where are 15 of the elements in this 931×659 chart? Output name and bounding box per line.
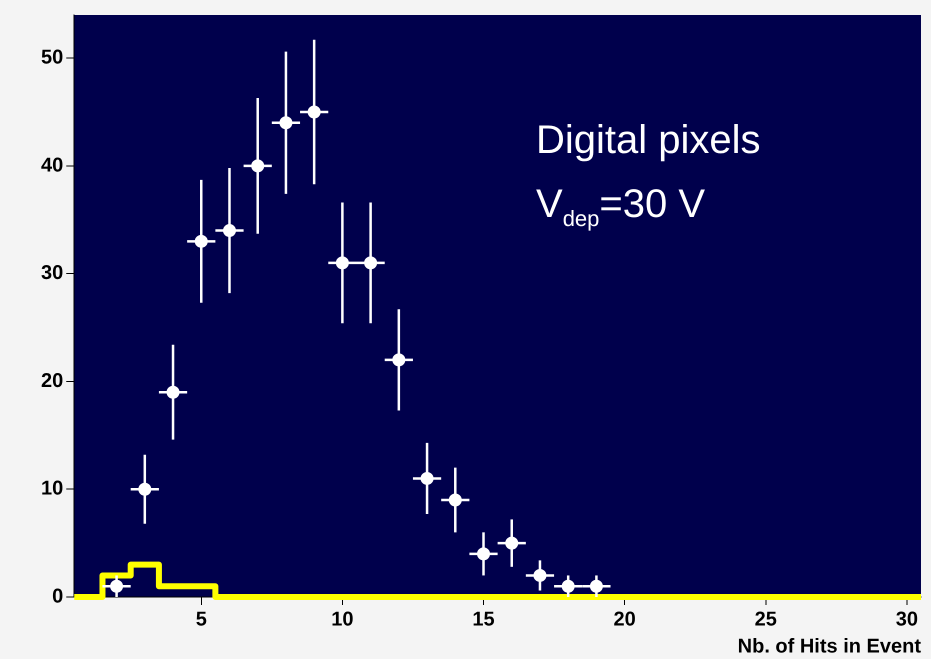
x-tick-label: 25 — [754, 608, 777, 631]
x-tick-label: 5 — [196, 608, 207, 631]
x-axis-title: Nb. of Hits in Event — [738, 636, 922, 658]
x-tick-label: 15 — [472, 608, 495, 631]
x-tick-label: 20 — [614, 608, 636, 631]
y-tick-label: 0 — [52, 586, 64, 608]
y-tick-label: 50 — [40, 46, 64, 69]
annotation: V$_{dep}$=30 V — [536, 182, 706, 232]
x-tick-label: 10 — [331, 608, 354, 631]
y-tick-label: 30 — [40, 262, 64, 284]
x-tick-label: 30 — [896, 608, 918, 631]
y-tick-label: 40 — [40, 154, 64, 176]
y-tick-label: 20 — [40, 370, 64, 392]
annotation: Digital pixels — [536, 118, 761, 163]
y-tick-label: 10 — [40, 478, 64, 500]
